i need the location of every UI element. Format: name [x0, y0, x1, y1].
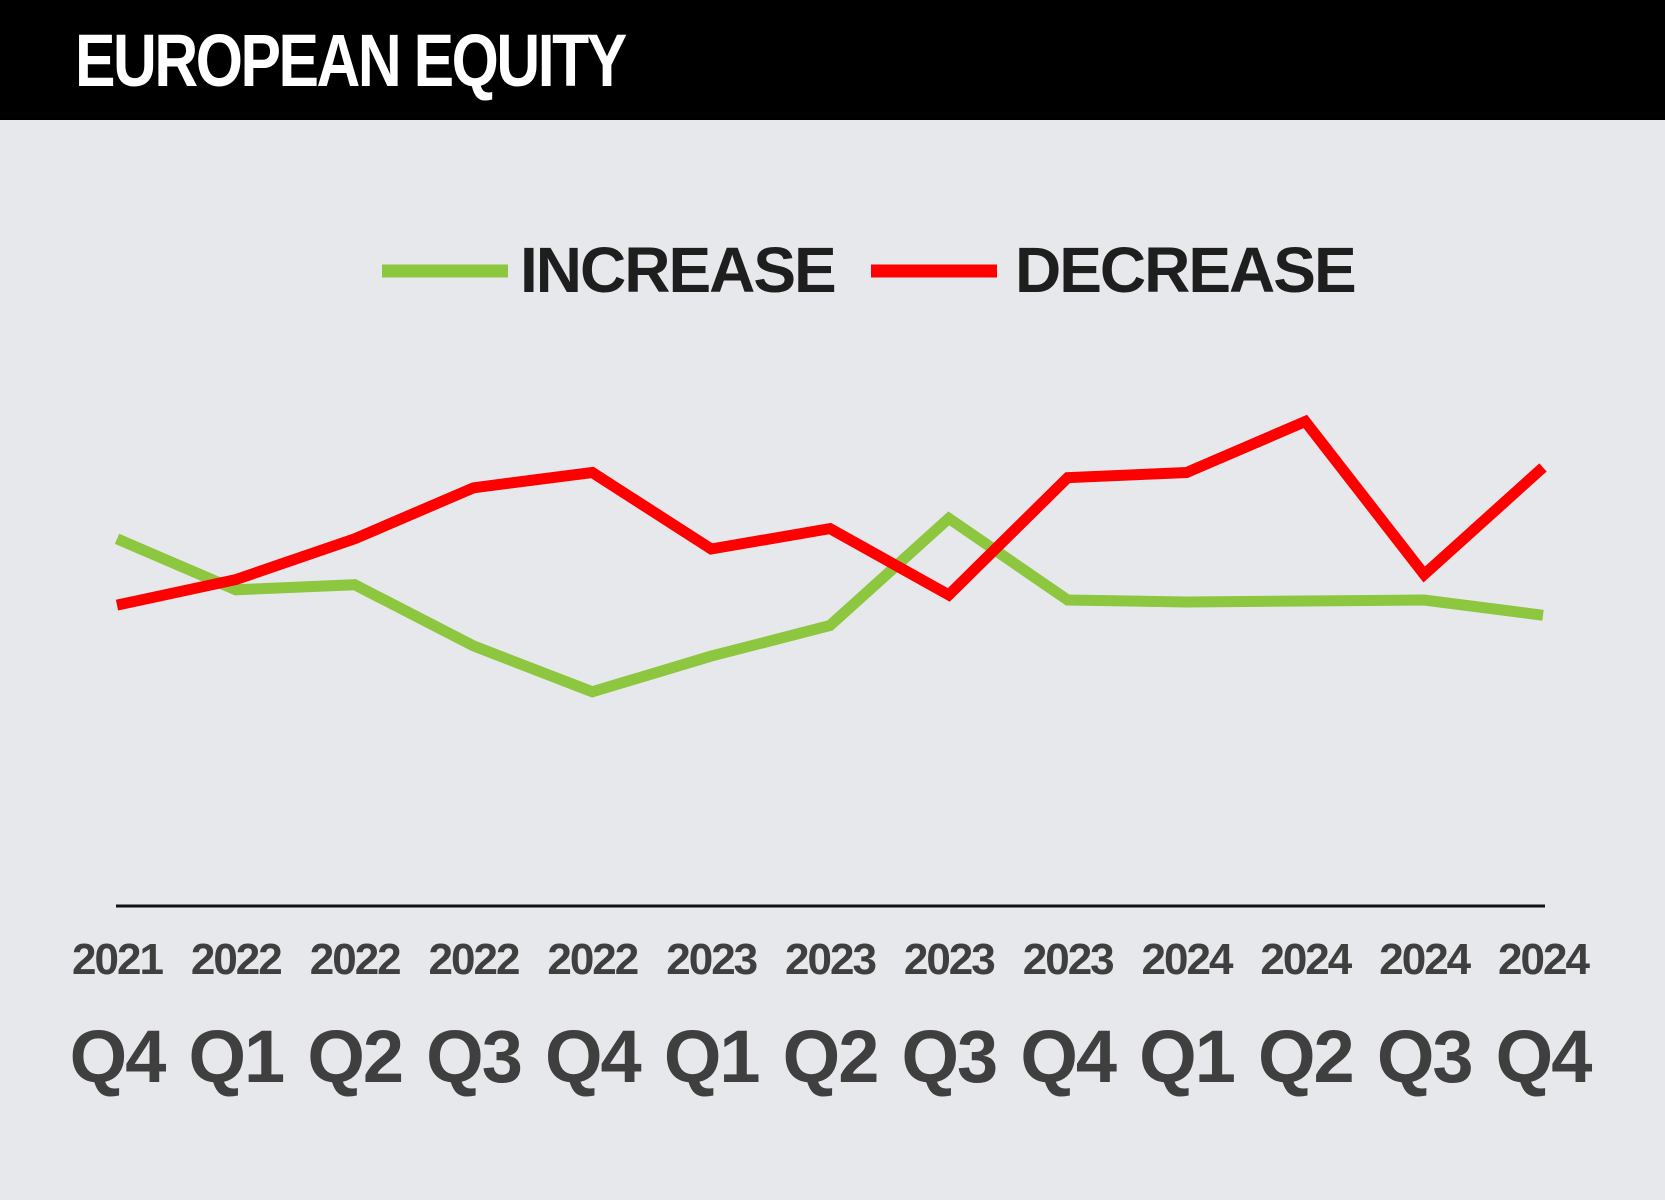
x-tick-year-8: 2023 — [1023, 935, 1113, 984]
legend: INCREASE DECREASE — [382, 234, 1357, 306]
title-bar: EUROPEAN EQUITY — [0, 0, 1665, 120]
x-tick-quarter-6: Q2 — [783, 1015, 878, 1098]
x-tick-quarter-12: Q4 — [1496, 1015, 1593, 1098]
plot-lines — [114, 414, 1547, 698]
x-tick-quarter-0: Q4 — [70, 1015, 167, 1098]
x-tick-year-9: 2024 — [1142, 935, 1234, 984]
x-tick-quarter-1: Q1 — [188, 1015, 284, 1098]
x-tick-quarter-5: Q1 — [664, 1015, 760, 1098]
x-tick-quarter-9: Q1 — [1139, 1015, 1235, 1098]
x-tick-quarter-7: Q3 — [901, 1015, 996, 1098]
x-axis-labels: 2021 Q4 2022 Q1 2022 Q2 2022 Q3 2022 Q4 2023 Q1 2023… — [70, 935, 1595, 1098]
legend-label-increase: INCREASE — [520, 234, 835, 306]
x-tick-year-0: 2021 — [72, 935, 163, 984]
chart-title: EUROPEAN EQUITY — [75, 19, 627, 102]
x-tick-year-11: 2024 — [1379, 935, 1471, 984]
x-tick-quarter-11: Q3 — [1377, 1015, 1472, 1098]
x-tick-year-5: 2023 — [666, 935, 756, 984]
x-tick-year-3: 2022 — [429, 935, 519, 984]
x-tick-year-6: 2023 — [785, 935, 875, 984]
x-tick-year-10: 2024 — [1260, 935, 1352, 984]
x-tick-year-1: 2022 — [191, 935, 281, 984]
x-tick-year-12: 2024 — [1498, 935, 1590, 984]
x-tick-year-4: 2022 — [547, 935, 637, 984]
x-tick-quarter-4: Q4 — [545, 1015, 642, 1098]
x-tick-quarter-2: Q2 — [307, 1015, 402, 1098]
x-tick-year-7: 2023 — [904, 935, 994, 984]
series-line-decrease — [115, 414, 1547, 611]
legend-label-decrease: DECREASE — [1015, 234, 1355, 306]
x-tick-quarter-3: Q3 — [426, 1015, 521, 1098]
x-tick-quarter-10: Q2 — [1258, 1015, 1353, 1098]
x-tick-year-2: 2022 — [310, 935, 400, 984]
x-tick-quarter-8: Q4 — [1020, 1015, 1117, 1098]
